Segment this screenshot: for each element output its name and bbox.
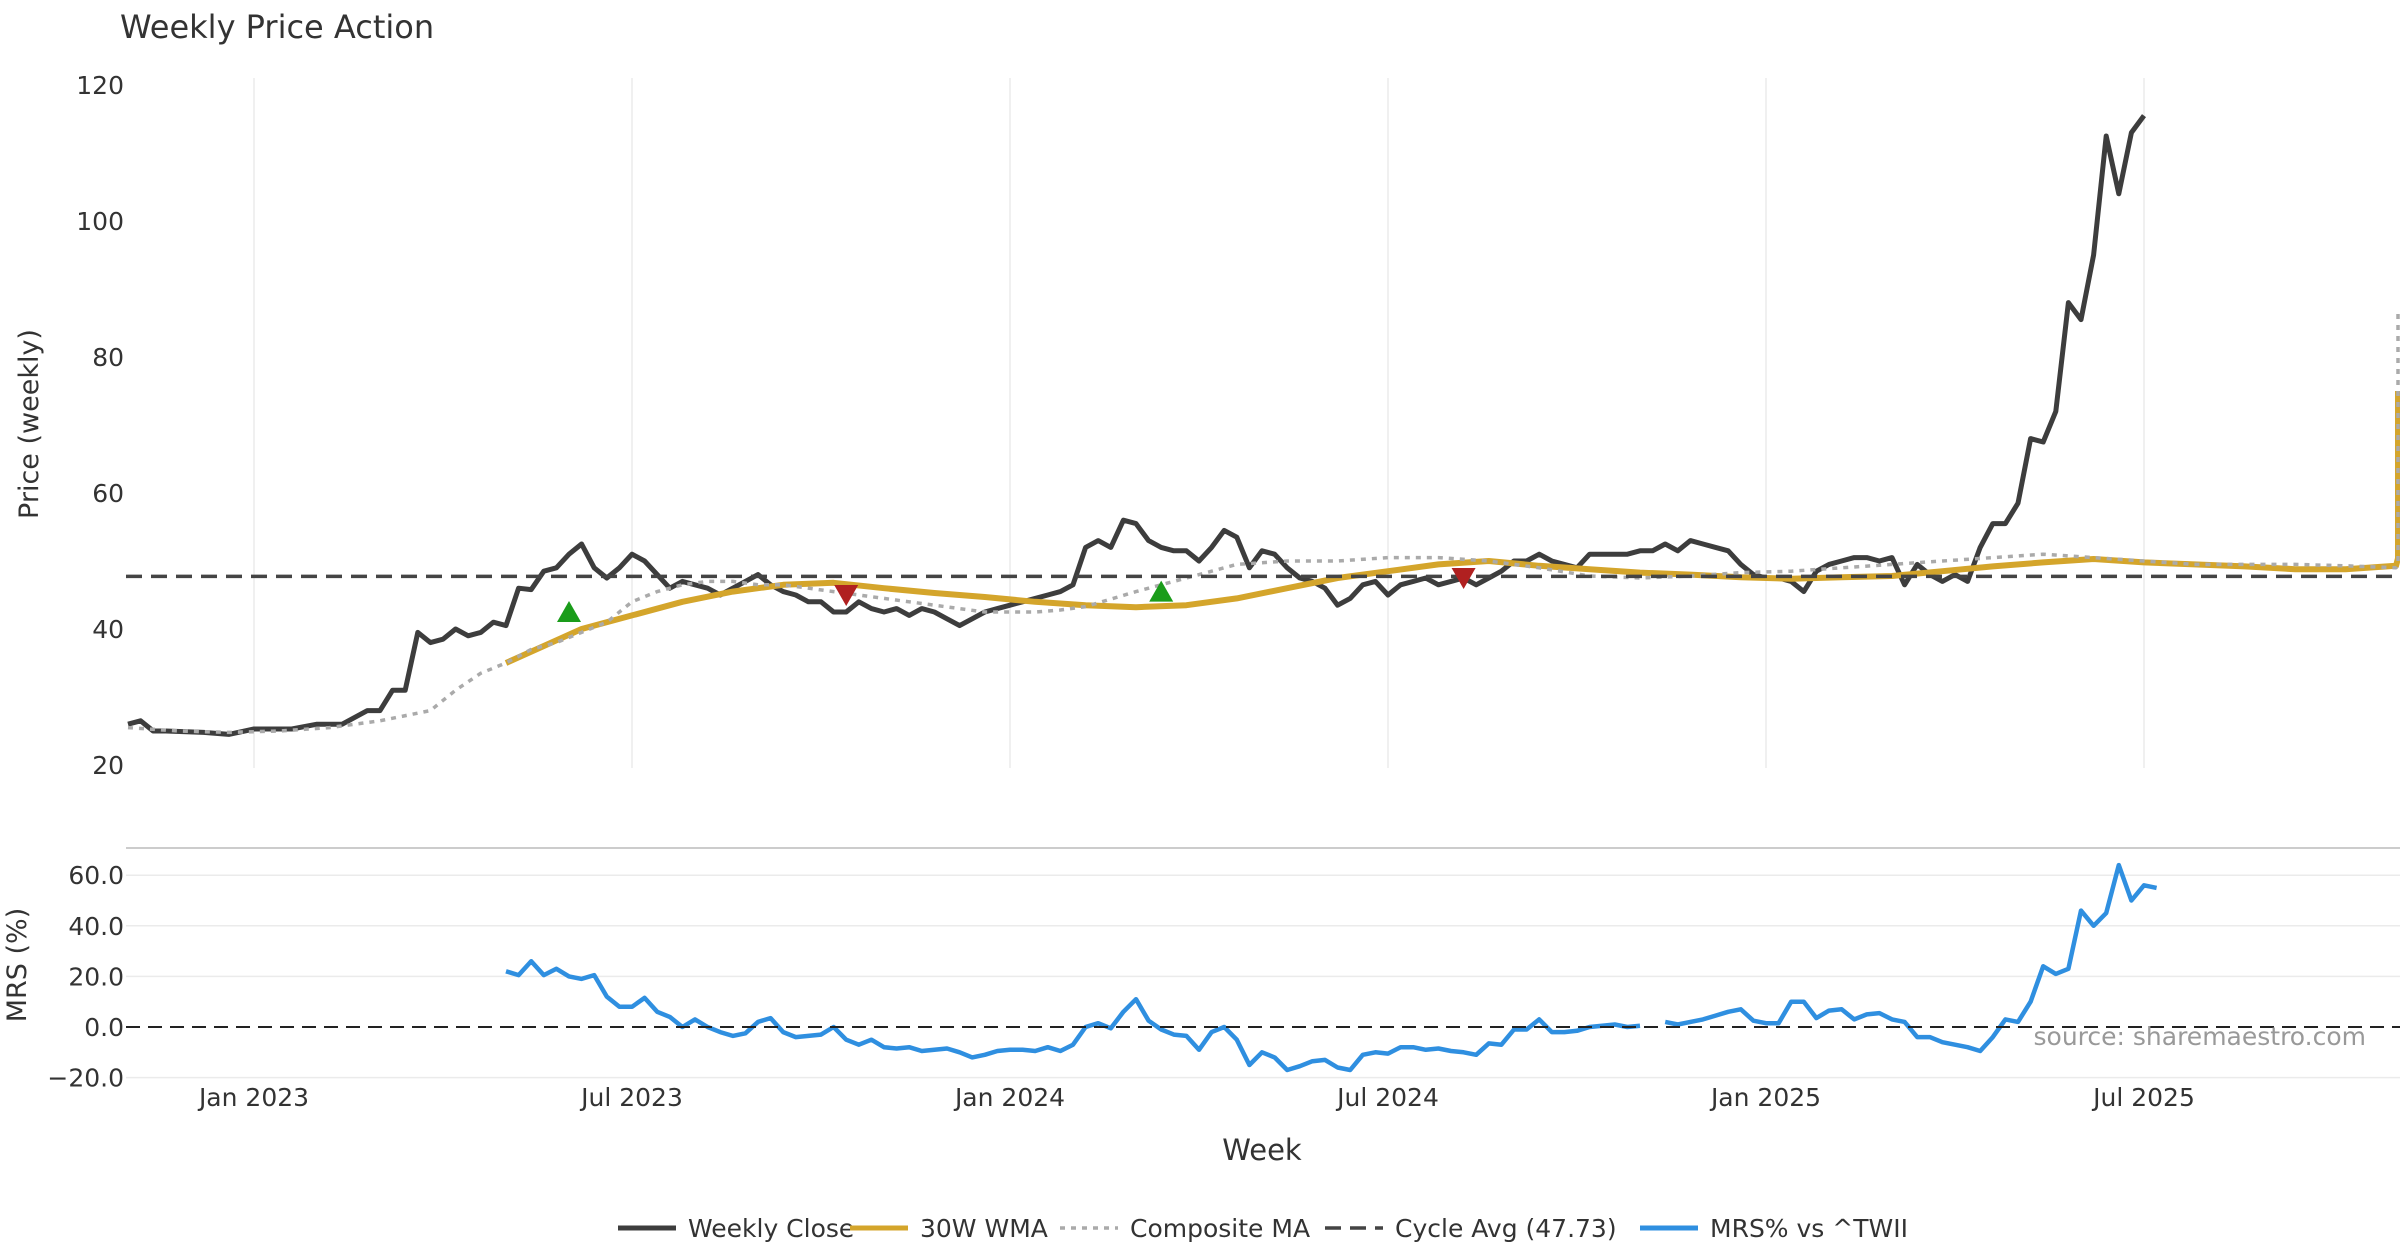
- mrs-ytick-label: 60.0: [68, 861, 124, 890]
- mrs-series: [126, 862, 2400, 1073]
- sell-signal-marker-4: [1451, 568, 1476, 589]
- x-axis-ticks: Jan 2023 Jul 2023 Jan 2024 Jul 2024 Jan 2025…: [197, 1083, 2195, 1112]
- price-panel: 20 40 60 80 100 120 Price (weekly): [14, 71, 2400, 780]
- legend-label-5: MRS% vs ^TWII: [1710, 1214, 1908, 1243]
- legend-label-2: 30W WMA: [920, 1214, 1048, 1243]
- buy-signal-marker-3: [1149, 580, 1174, 602]
- mrs-y-axis: −20.0 0.0 20.0 40.0 60.0: [47, 861, 124, 1092]
- chart-title: Weekly Price Action: [120, 8, 434, 46]
- signal-markers: [557, 568, 1476, 622]
- mrs-ytick-label: 40.0: [68, 912, 124, 941]
- legend-label-4: Cycle Avg (47.73): [1395, 1214, 1617, 1243]
- legend: Weekly Close 30W WMA Composite MA Cycle Avg…: [618, 1214, 1908, 1243]
- x-tick-label: Jan 2025: [1709, 1083, 1821, 1112]
- x-axis-label: Week: [1222, 1133, 1302, 1167]
- price-ytick-label: 40: [92, 615, 124, 644]
- mrs-ytick-label: 20.0: [68, 962, 124, 991]
- mrs-ytick-label: 0.0: [84, 1013, 124, 1042]
- x-tick-label: Jul 2025: [2091, 1083, 2195, 1112]
- price-ytick-label: 60: [92, 479, 124, 508]
- legend-label-1: Weekly Close: [688, 1214, 854, 1243]
- series-composite-ma: [127, 309, 2400, 735]
- series-weekly-close: [127, 114, 2147, 737]
- price-series: [126, 114, 2400, 737]
- price-ytick-label: 20: [92, 751, 124, 780]
- price-gridlines: [253, 78, 2145, 768]
- buy-signal-marker-1: [557, 601, 581, 622]
- price-ytick-label: 80: [92, 343, 124, 372]
- mrs-y-axis-label: MRS (%): [2, 908, 33, 1023]
- series-30w-wma: [504, 391, 2400, 666]
- mrs-panel: −20.0 0.0 20.0 40.0 60.0 MRS (%) source: sha…: [2, 861, 2400, 1093]
- x-tick-label: Jul 2024: [1335, 1083, 1439, 1112]
- price-ytick-label: 100: [76, 207, 124, 236]
- price-ytick-label: 120: [76, 71, 124, 100]
- x-tick-label: Jul 2023: [579, 1083, 683, 1112]
- mrs-gridlines: [126, 874, 2400, 1079]
- legend-label-3: Composite MA: [1130, 1214, 1310, 1243]
- source-watermark: source: sharemaestro.com: [2034, 1022, 2367, 1051]
- series-mrs-segment-1: [505, 958, 1641, 1073]
- price-y-axis: 20 40 60 80 100 120: [76, 71, 124, 780]
- series-mrs-segment-2: [1664, 862, 2158, 1054]
- sell-signal-marker-2: [834, 585, 859, 606]
- x-tick-label: Jan 2023: [197, 1083, 309, 1112]
- price-y-axis-label: Price (weekly): [14, 329, 45, 519]
- mrs-ytick-label: −20.0: [47, 1064, 124, 1093]
- x-tick-label: Jan 2024: [953, 1083, 1065, 1112]
